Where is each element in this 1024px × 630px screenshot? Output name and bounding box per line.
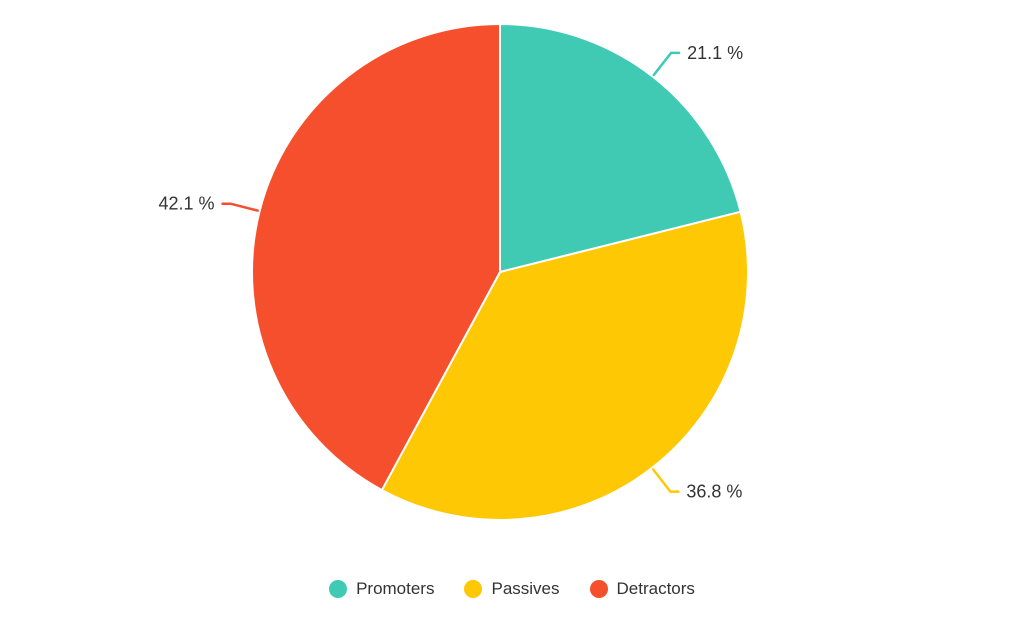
legend-dot-promoters <box>329 580 348 598</box>
legend-label-passives: Passives <box>491 579 560 598</box>
leader-line-detractors <box>221 202 259 212</box>
legend-dot-passives <box>464 580 483 598</box>
pie-chart-svg: 21.1 % 36.8 % 42.1 % <box>158 22 749 521</box>
legend-dot-detractors <box>589 580 608 598</box>
pie-slices <box>251 22 749 521</box>
legend-label-promoters: Promoters <box>356 579 435 598</box>
legend-item-passives[interactable]: Passives <box>464 579 560 599</box>
slice-label-passives: 36.8 % <box>686 482 742 502</box>
legend-item-detractors[interactable]: Detractors <box>589 579 695 599</box>
leader-line-promoters <box>652 51 681 77</box>
leader-line-passives <box>651 468 680 493</box>
label-leader-lines <box>221 51 681 493</box>
pie-slice-promoters[interactable] <box>499 22 742 274</box>
pie-slice-detractors[interactable] <box>251 22 501 492</box>
pie-slice-passives[interactable] <box>380 210 749 521</box>
legend-item-promoters[interactable]: Promoters <box>329 579 434 599</box>
slice-labels: 21.1 % 36.8 % 42.1 % <box>158 43 743 502</box>
legend: Promoters Passives Detractors <box>0 576 1024 602</box>
slice-label-promoters: 21.1 % <box>687 43 743 63</box>
legend-label-detractors: Detractors <box>616 579 695 598</box>
slice-label-detractors: 42.1 % <box>158 194 214 214</box>
